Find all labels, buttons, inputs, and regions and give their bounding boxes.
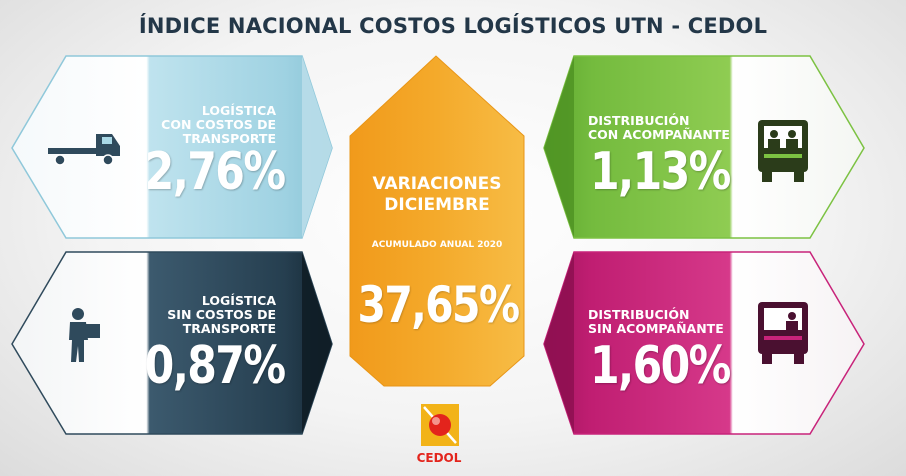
panel-label: LOGÍSTICA SIN COSTOS DE TRANSPORTE: [167, 293, 276, 336]
center-title: VARIACIONES DICIEMBRE: [372, 174, 502, 215]
panel-distribucion-sin-acompanante: DISTRIBUCIÓN SIN ACOMPAÑANTE 1,60%: [538, 251, 872, 438]
panel-shape: [11, 251, 333, 435]
panel-shape: [349, 55, 525, 387]
logo-text: CEDOL: [416, 451, 462, 465]
panel-variaciones-diciembre: VARIACIONES DICIEMBRE ACUMULADO ANUAL 20…: [349, 55, 528, 388]
panel-shape: [543, 251, 865, 435]
panel-value: 0,87%: [144, 336, 285, 396]
panel-label: DISTRIBUCIÓN SIN ACOMPAÑANTE: [588, 307, 724, 336]
panel-value: 1,60%: [590, 336, 731, 396]
page-title: ÍNDICE NACIONAL COSTOS LOGÍSTICOS UTN - …: [138, 14, 768, 38]
center-value: 37,65%: [357, 276, 520, 334]
panel-distribucion-con-acompanante: DISTRIBUCIÓN CON ACOMPAÑANTE 1,13%: [538, 55, 872, 242]
panel-label: LOGÍSTICA CON COSTOS DE TRANSPORTE: [161, 103, 276, 146]
panel-value: 2,76%: [144, 142, 285, 202]
center-subtitle: ACUMULADO ANUAL 2020: [371, 240, 503, 250]
panel-value: 1,13%: [590, 142, 731, 202]
panel-shape: [11, 55, 333, 239]
panel-logistica-sin-transporte: LOGÍSTICA SIN COSTOS DE TRANSPORTE 0,87%: [11, 251, 338, 438]
cedol-logo-icon: [420, 403, 460, 447]
panel-logistica-con-transporte: LOGÍSTICA CON COSTOS DE TRANSPORTE 2,76%: [11, 55, 338, 242]
panel-shape: [543, 55, 865, 239]
panel-label: DISTRIBUCIÓN CON ACOMPAÑANTE: [588, 113, 730, 142]
